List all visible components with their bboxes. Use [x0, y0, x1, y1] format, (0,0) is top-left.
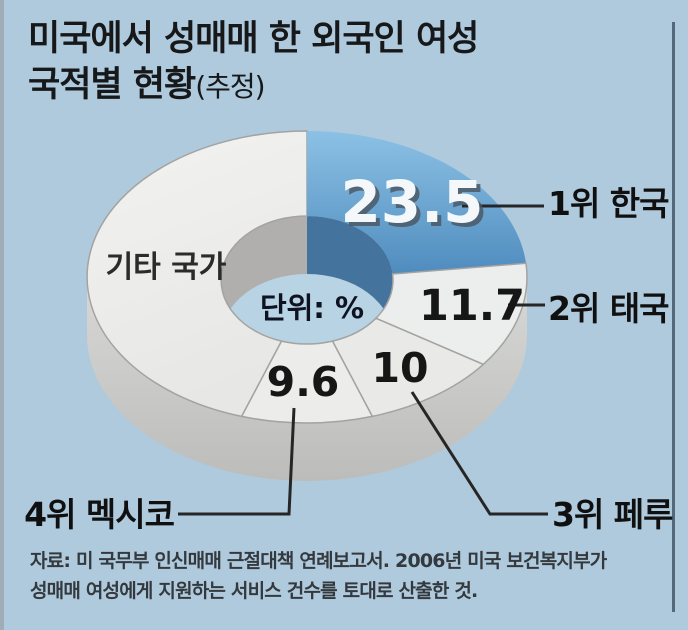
rank-label-thailand: 2위 태국 — [548, 289, 669, 328]
value-peru: 10 — [371, 344, 428, 392]
rank-label-korea: 1위 한국 — [548, 184, 669, 223]
callout-peru-line — [410, 391, 548, 516]
value-thailand: 11.7 — [419, 281, 525, 331]
value-korea: 23.5 — [340, 168, 483, 236]
title-line-2-main: 국적별 현황 — [28, 65, 196, 106]
left-edge-strip — [0, 0, 4, 630]
callout-mexico-line — [178, 407, 296, 516]
source-line-1: 자료: 미 국무부 인신매매 근절대책 연례보고서. 2006년 미국 보건복지… — [30, 550, 607, 572]
segment-peru — [331, 317, 485, 418]
hole-floor — [221, 274, 393, 344]
donut-hole — [221, 216, 393, 344]
right-border-line — [672, 22, 675, 612]
title-note: (추정) — [195, 70, 265, 104]
title-line-2: 국적별 현황(추정) — [28, 62, 478, 108]
value-mexico: 9.6 — [267, 358, 340, 406]
value-korea-shadow: 23.5 — [344, 172, 487, 240]
chart-title: 미국에서 성매매 한 외국인 여성 국적별 현황(추정) — [28, 16, 479, 108]
rank-label-peru: 3위 페루 — [552, 495, 673, 534]
rank-label-mexico: 4위 멕시코 — [24, 495, 175, 534]
title-line-1: 미국에서 성매매 한 외국인 여성 — [28, 19, 479, 59]
segment-mexico — [240, 340, 374, 424]
unit-label: 단위: % — [260, 291, 364, 325]
donut-side-rim — [87, 277, 527, 481]
source-line-2: 성매매 여성에게 지원하는 서비스 건수를 토대로 산출한 것. — [30, 580, 478, 602]
segment-korea — [307, 131, 526, 274]
segment-thailand — [374, 262, 528, 366]
others-label: 기타 국가 — [106, 250, 227, 285]
segment-others — [86, 130, 308, 418]
source-note: 자료: 미 국무부 인신매매 근절대책 연례보고서. 2006년 미국 보건복지… — [30, 546, 675, 606]
